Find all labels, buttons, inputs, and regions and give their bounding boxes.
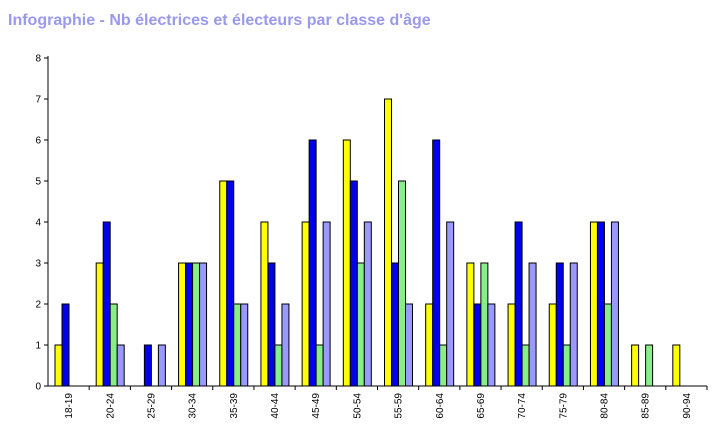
bar-25-29-s2	[143, 344, 152, 387]
x-tick-label-18-19: 18-19	[64, 393, 75, 419]
x-tick-label-40-44: 40-44	[270, 393, 281, 419]
bar-18-19-s2	[61, 303, 70, 387]
bar-50-54-s2	[349, 180, 358, 387]
bar-35-39-s1	[219, 180, 228, 387]
bar-45-49-s4	[322, 221, 331, 387]
x-tick-label-20-24: 20-24	[105, 393, 116, 419]
x-tick-label-75-79: 75-79	[558, 393, 569, 419]
bar-65-69-s3	[480, 262, 489, 387]
x-tick-label-25-29: 25-29	[146, 393, 157, 419]
bar-80-84-s4	[610, 221, 619, 387]
x-tick-label-60-64: 60-64	[435, 393, 446, 419]
y-tick-label-7: 7	[35, 95, 41, 106]
bar-60-64-s3	[439, 344, 448, 387]
chart-title: Infographie - Nb électrices et électeurs…	[8, 12, 431, 29]
y-tick-label-6: 6	[35, 136, 41, 147]
bar-30-34-s1	[178, 262, 187, 387]
bar-85-89-s3	[645, 344, 654, 387]
y-tick-label-8: 8	[35, 54, 41, 65]
bar-40-44-s1	[260, 221, 269, 387]
bar-70-74-s3	[521, 344, 530, 387]
x-tick-label-80-84: 80-84	[600, 393, 611, 419]
bar-18-19-s1	[54, 344, 63, 387]
bar-30-34-s4	[199, 262, 208, 387]
bar-30-34-s3	[192, 262, 201, 387]
x-tick-label-45-49: 45-49	[311, 393, 322, 419]
bar-80-84-s3	[603, 303, 612, 387]
bar-20-24-s3	[109, 303, 118, 387]
x-tick-label-70-74: 70-74	[517, 393, 528, 419]
bar-55-59-s4	[405, 303, 413, 387]
bar-50-54-s4	[363, 221, 372, 387]
y-tick-label-4: 4	[35, 218, 41, 229]
bar-35-39-s4	[240, 303, 249, 387]
bar-40-44-s3	[274, 344, 283, 387]
bar-90-94-s1	[672, 344, 681, 387]
bar-75-79-s3	[562, 344, 571, 387]
bar-80-84-s2	[596, 221, 605, 387]
y-tick-label-1: 1	[35, 341, 41, 352]
bar-75-79-s1	[548, 303, 557, 387]
bar-70-74-s1	[507, 303, 516, 387]
bar-60-64-s1	[425, 303, 434, 387]
x-tick-label-55-59: 55-59	[394, 393, 405, 419]
x-tick-label-30-34: 30-34	[188, 393, 199, 419]
y-tick-label-0: 0	[35, 382, 41, 393]
bar-55-59-s1	[384, 98, 392, 387]
bar-80-84-s1	[589, 221, 598, 387]
bar-25-29-s4	[157, 344, 166, 387]
y-tick-labels: 0 1 2 3 4 5 6 7 8	[35, 54, 41, 393]
bar-35-39-s2	[226, 180, 235, 387]
x-tick-label-50-54: 50-54	[352, 393, 363, 419]
bar-35-39-s3	[233, 303, 242, 387]
bar-20-24-s4	[116, 344, 125, 387]
bar-20-24-s1	[95, 262, 104, 387]
bar-45-49-s1	[301, 221, 310, 387]
y-tick-label-5: 5	[35, 177, 41, 188]
x-tick-label-65-69: 65-69	[476, 393, 487, 419]
y-tick-label-3: 3	[35, 259, 41, 270]
bar-70-74-s4	[528, 262, 537, 387]
bar-60-64-s2	[432, 139, 441, 387]
x-tick-label-85-89: 85-89	[641, 393, 652, 419]
x-tick-labels: 18-19 20-24 25-29 30-34 35-39 40-44 45-49 50-54…	[64, 393, 693, 419]
bar-65-69-s1	[466, 262, 475, 387]
bar-75-79-s2	[555, 262, 564, 387]
bar-50-54-s3	[356, 262, 365, 387]
bar-75-79-s4	[569, 262, 578, 387]
bar-45-49-s2	[308, 139, 317, 387]
bar-70-74-s2	[514, 221, 523, 387]
bar-20-24-s2	[102, 221, 111, 387]
bar-55-59-s2	[391, 262, 399, 387]
x-tick-label-35-39: 35-39	[229, 393, 240, 419]
bar-40-44-s2	[267, 262, 276, 387]
bar-65-69-s2	[473, 303, 482, 387]
bar-85-89-s1	[631, 344, 640, 387]
axes-group	[44, 56, 708, 390]
bar-65-69-s4	[487, 303, 496, 387]
bar-40-44-s4	[281, 303, 290, 387]
bar-55-59-s3	[398, 180, 406, 387]
y-tick-label-2: 2	[35, 300, 41, 311]
bar-60-64-s4	[446, 221, 455, 387]
bar-45-49-s3	[315, 344, 324, 387]
bar-30-34-s2	[185, 262, 194, 387]
bars-group	[54, 98, 681, 387]
x-tick-label-90-94: 90-94	[682, 393, 693, 419]
bar-50-54-s1	[342, 139, 351, 387]
